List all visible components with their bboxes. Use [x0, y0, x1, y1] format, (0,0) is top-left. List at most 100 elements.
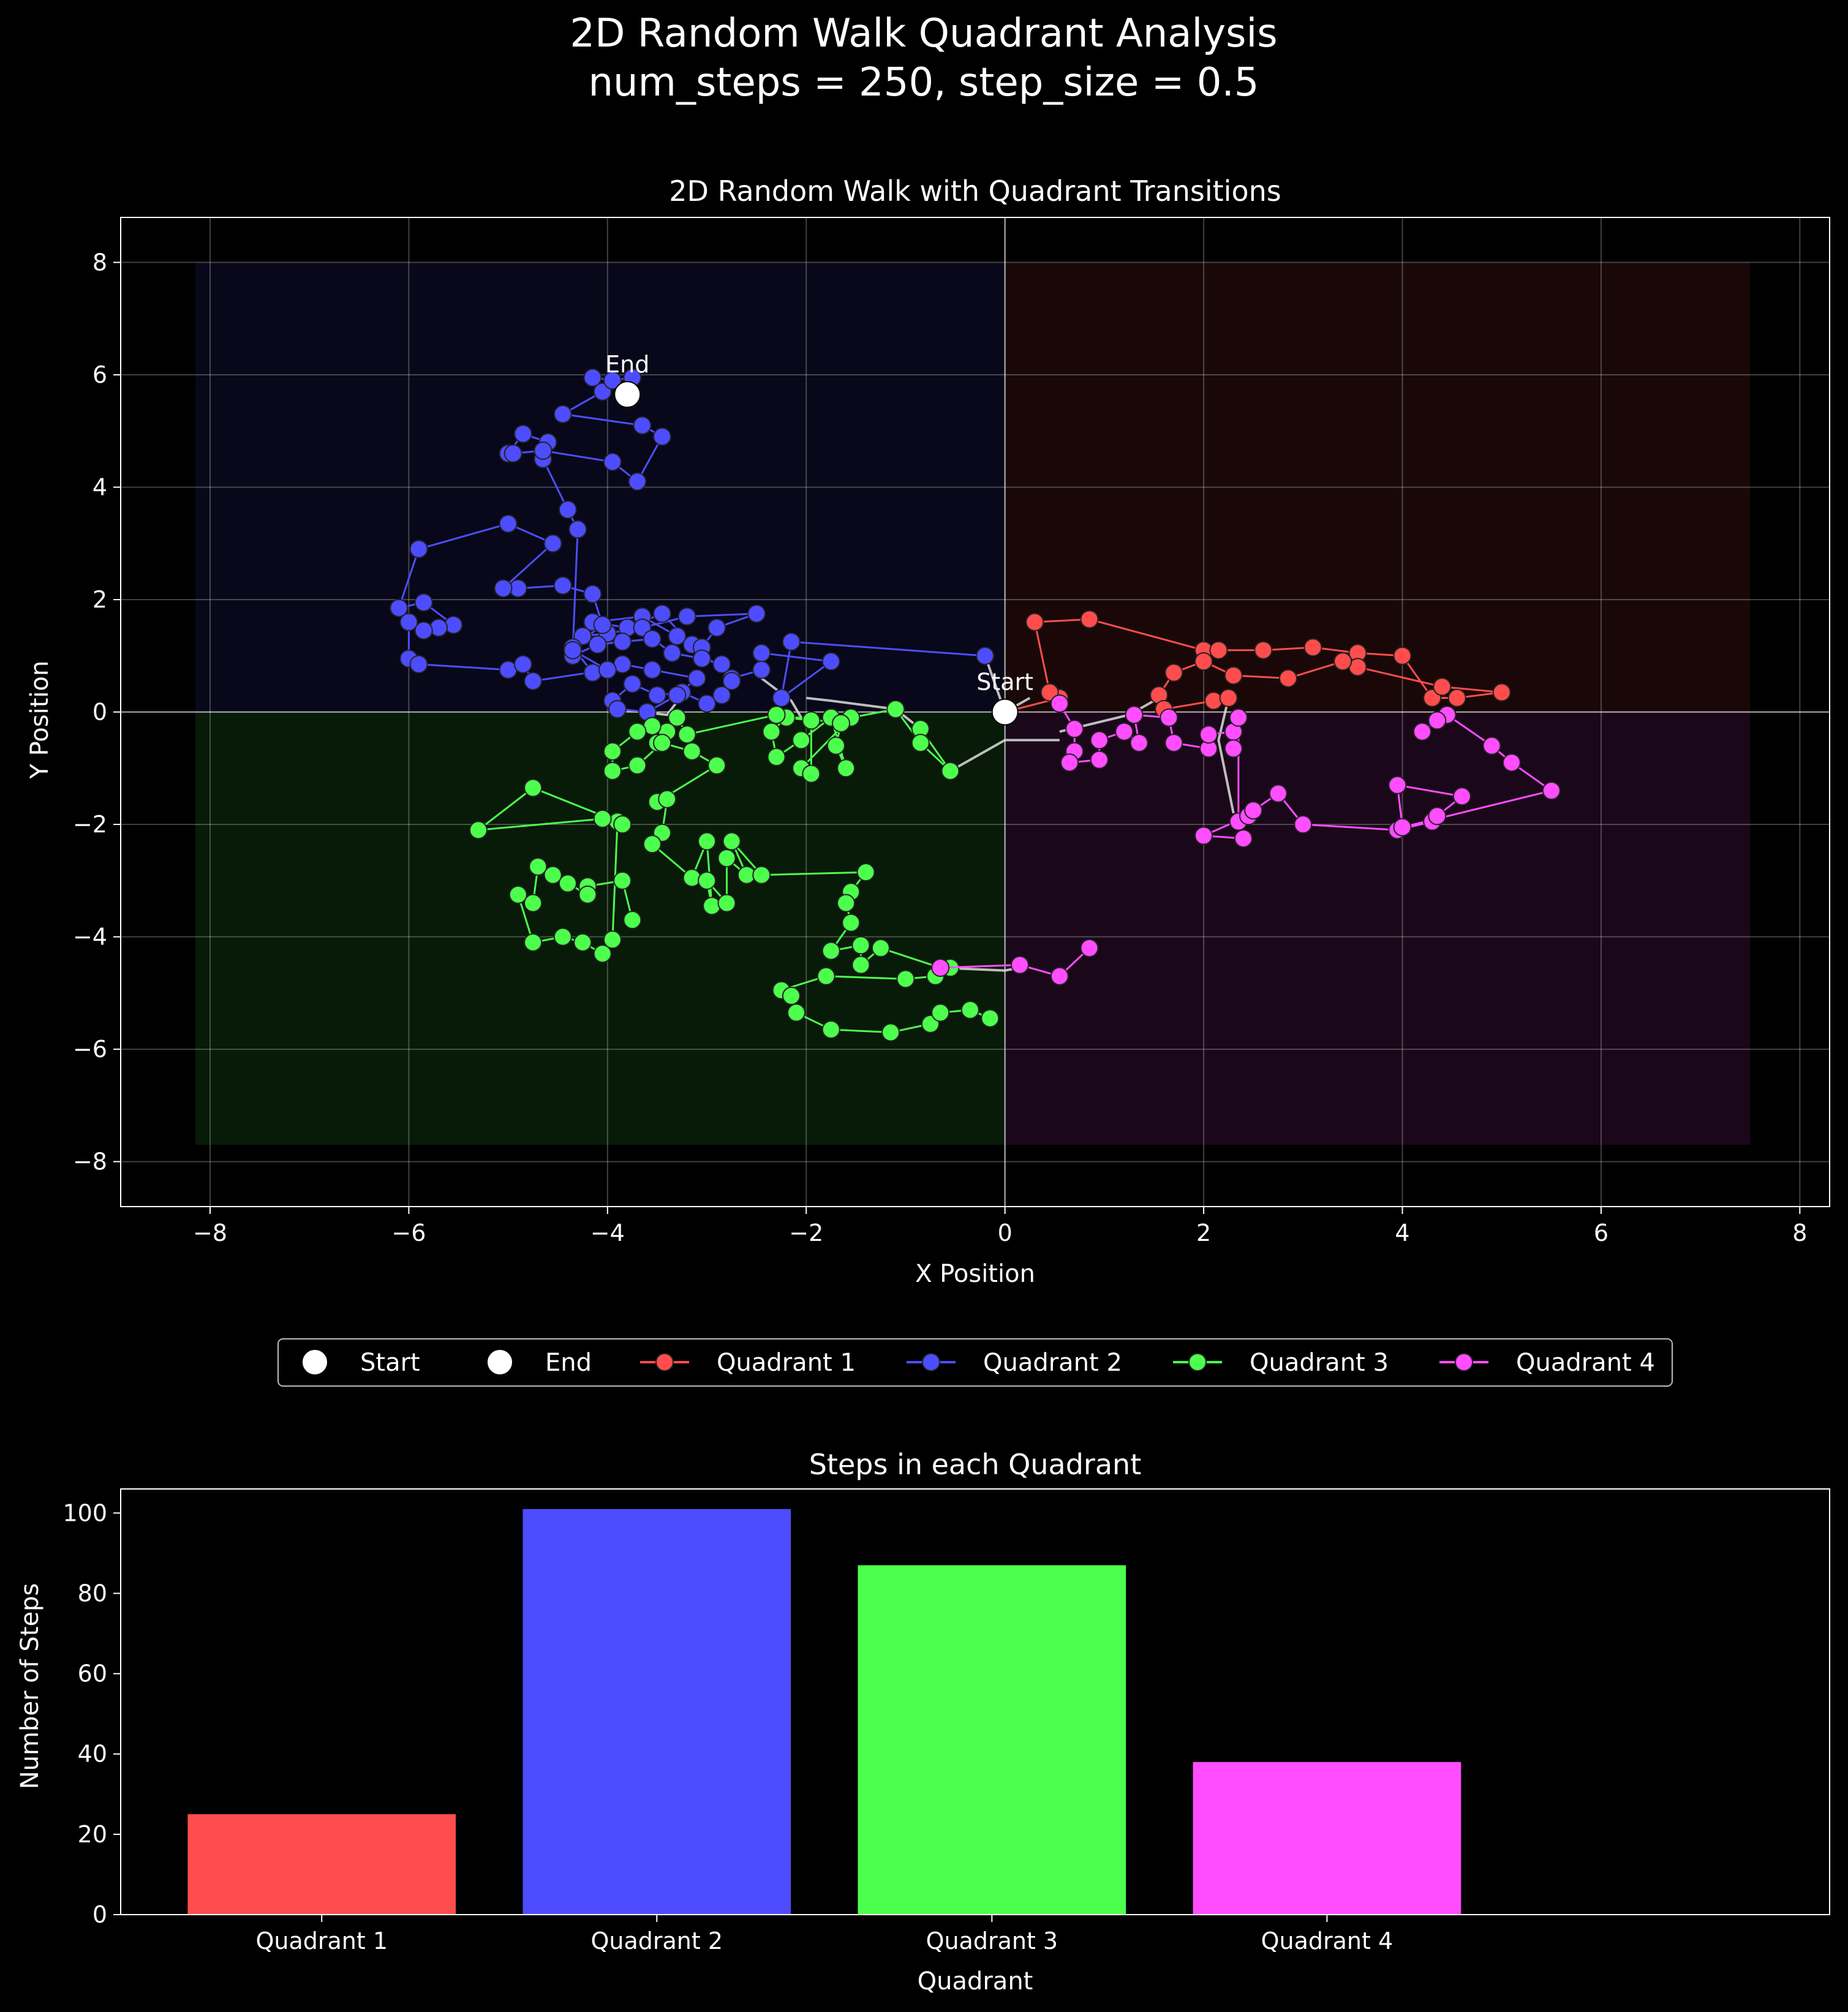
x-tick-label: 8	[1792, 1219, 1807, 1246]
point-quadrant-2	[598, 660, 617, 679]
y-tick-label: −6	[73, 1036, 107, 1063]
point-quadrant-2	[747, 604, 766, 623]
x-tick-label: 4	[1395, 1219, 1409, 1246]
point-quadrant-4	[931, 959, 950, 978]
point-quadrant-3	[682, 868, 701, 887]
bar-quadrant-4	[1193, 1761, 1461, 1915]
bar-y-tick-label: 40	[78, 1741, 107, 1768]
x-tick-label: −2	[789, 1219, 823, 1246]
point-quadrant-3	[524, 778, 543, 797]
legend-label-start: Start	[360, 1349, 420, 1377]
point-quadrant-3	[767, 747, 786, 766]
bar-plot-frame	[120, 1488, 1830, 1915]
point-quadrant-2	[613, 632, 632, 651]
x-tick-label: −6	[391, 1219, 426, 1246]
point-quadrant-2	[513, 655, 532, 674]
point-quadrant-3	[752, 865, 771, 884]
point-quadrant-3	[837, 759, 856, 778]
walk-x-axis-label: X Position	[915, 1260, 1035, 1288]
start-marker	[991, 698, 1019, 726]
path-line-transitions	[761, 677, 802, 718]
walk-panel: 2D Random Walk with Quadrant Transitions…	[26, 175, 1830, 1288]
point-quadrant-3	[981, 1009, 1000, 1028]
point-quadrant-2	[752, 660, 771, 679]
path-line-quadrant-4	[940, 947, 1090, 978]
point-quadrant-2	[499, 514, 518, 533]
x-tick-label: −8	[193, 1219, 227, 1246]
bar-quadrant-1	[187, 1814, 456, 1915]
end-marker	[614, 381, 641, 409]
point-quadrant-2	[593, 616, 612, 635]
x-tick-label: −4	[590, 1219, 625, 1246]
point-quadrant-3	[529, 857, 548, 876]
point-quadrant-3	[707, 756, 726, 775]
legend-marker-q1	[655, 1353, 674, 1371]
point-quadrant-3	[886, 699, 905, 718]
point-quadrant-2	[707, 618, 726, 637]
point-quadrant-3	[698, 871, 717, 890]
point-quadrant-3	[558, 874, 577, 893]
point-quadrant-1	[1224, 666, 1243, 685]
point-quadrant-1	[1209, 641, 1228, 660]
point-quadrant-4	[1199, 725, 1218, 744]
point-quadrant-2	[692, 649, 711, 668]
point-quadrant-3	[682, 742, 701, 761]
point-quadrant-4	[1229, 708, 1248, 727]
point-quadrant-3	[802, 711, 821, 730]
point-quadrant-3	[722, 832, 741, 851]
point-quadrant-2	[429, 618, 448, 637]
point-quadrant-3	[603, 761, 622, 780]
point-quadrant-2	[643, 660, 662, 679]
bar-quadrant-2	[522, 1509, 791, 1915]
point-quadrant-3	[543, 865, 562, 884]
point-quadrant-2	[513, 424, 532, 443]
series-quadrant-3	[469, 699, 1000, 1042]
point-quadrant-2	[647, 685, 666, 704]
point-quadrant-3	[911, 733, 930, 752]
point-quadrant-3	[668, 708, 687, 727]
point-quadrant-1	[1204, 691, 1223, 710]
point-quadrant-3	[832, 714, 851, 733]
point-quadrant-3	[856, 863, 875, 882]
point-quadrant-3	[837, 894, 856, 913]
annotation-start: Start	[976, 669, 1033, 696]
point-quadrant-2	[553, 405, 572, 424]
point-quadrant-2	[603, 453, 622, 472]
point-quadrant-3	[851, 936, 870, 955]
point-quadrant-1	[1447, 688, 1466, 707]
point-quadrant-2	[558, 500, 577, 519]
point-quadrant-1	[1194, 652, 1213, 671]
point-quadrant-2	[568, 520, 587, 539]
point-quadrant-2	[503, 444, 522, 463]
bar-panel: Steps in each Quadrant Quadrant 1 Quadran…	[16, 1448, 1830, 1995]
point-quadrant-2	[494, 579, 513, 598]
point-quadrant-4	[1050, 694, 1069, 713]
bar-ticks: Quadrant 1 Quadrant 2 Quadrant 3 Quadrant 4…	[62, 1499, 1393, 1954]
point-quadrant-3	[553, 927, 572, 946]
point-quadrant-2	[543, 534, 562, 553]
legend-item-end: End	[486, 1349, 592, 1377]
legend-item-q3: Quadrant 3	[1173, 1349, 1389, 1377]
point-quadrant-2	[409, 540, 428, 559]
series-quadrant-2	[390, 368, 995, 722]
point-quadrant-4	[1090, 750, 1109, 769]
point-quadrant-4	[1294, 815, 1313, 834]
point-quadrant-3	[613, 871, 632, 890]
point-quadrant-4	[1115, 722, 1134, 741]
bar-y-tick-label: 60	[78, 1660, 107, 1687]
point-quadrant-4	[1125, 706, 1144, 725]
quadrant-shade-q3	[195, 712, 1005, 1145]
x-tick-label: 0	[998, 1219, 1013, 1246]
point-quadrant-4	[1065, 720, 1084, 739]
point-quadrant-2	[698, 694, 717, 713]
legend-label-q1: Quadrant 1	[717, 1349, 856, 1377]
point-quadrant-4	[1160, 708, 1179, 727]
point-quadrant-4	[1502, 753, 1521, 772]
point-quadrant-2	[409, 655, 428, 674]
point-quadrant-3	[508, 885, 527, 904]
point-quadrant-1	[1278, 669, 1297, 688]
point-quadrant-3	[960, 1000, 979, 1019]
point-quadrant-4	[1482, 736, 1501, 755]
point-quadrant-2	[588, 635, 607, 654]
point-quadrant-2	[390, 598, 409, 617]
